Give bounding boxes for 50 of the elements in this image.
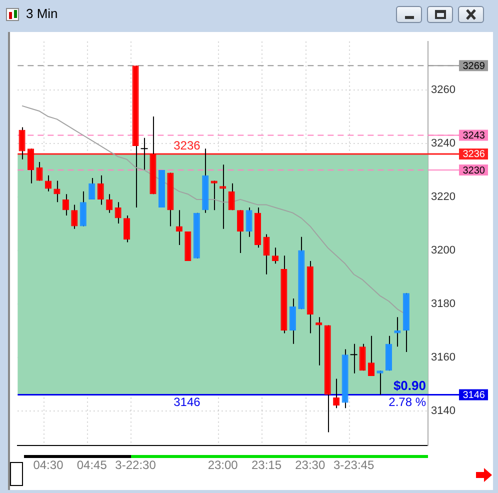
- x-tick-label: 04:45: [76, 458, 108, 472]
- candlestick: [140, 137, 148, 171]
- y-tick-label: 3240: [431, 137, 456, 150]
- annotation: $0.90: [393, 378, 426, 393]
- candlestick: [350, 343, 358, 374]
- x-tick-label: 23:15: [251, 458, 282, 472]
- y-tick-label: 3140: [431, 404, 456, 417]
- ref-line-label: 3146: [462, 390, 486, 402]
- candlestick: [176, 210, 182, 246]
- x-tick-label: 3-23:45: [333, 458, 374, 472]
- candlestick: [62, 194, 69, 216]
- candlestick: [228, 182, 235, 211]
- ref-line-label: 3236: [462, 149, 486, 160]
- candlestick: [80, 190, 86, 227]
- candlestick: [18, 126, 26, 160]
- y-tick-label: 3180: [431, 298, 456, 310]
- x-tick-label: 23:30: [295, 458, 326, 472]
- ref-line-label: 3230: [462, 165, 486, 176]
- candlestick: [376, 370, 384, 396]
- chart-title: 3 Min: [26, 6, 58, 21]
- y-tick-label: 3200: [431, 244, 456, 256]
- candlestick: [27, 148, 34, 184]
- candlestick: [333, 378, 340, 409]
- x-tick-label: 23:00: [208, 458, 238, 472]
- candlestick: [272, 247, 278, 264]
- candlestick: [289, 298, 296, 344]
- candlestick: [220, 164, 226, 230]
- y-tick-label: 3160: [431, 351, 456, 364]
- ref-line-label: 3269: [462, 60, 486, 72]
- candlestick: [263, 234, 270, 275]
- candlestick: [44, 174, 52, 192]
- candlestick: [71, 204, 78, 230]
- annotation: 3236: [174, 138, 201, 152]
- candlestick: [97, 174, 104, 206]
- x-tick-label: 3-22:30: [115, 458, 156, 472]
- annotation: 3146: [174, 395, 201, 410]
- annotation: 2.78 %: [388, 395, 426, 410]
- candlestick: [359, 343, 366, 372]
- candlestick: [368, 335, 375, 377]
- candlestick: [36, 162, 43, 182]
- candlestick: [237, 210, 244, 254]
- y-tick-label: 3220: [431, 190, 456, 203]
- candlestick: [246, 206, 252, 238]
- candlestick: [88, 178, 96, 200]
- y-tick-label: 3260: [431, 84, 456, 96]
- candlestick: [124, 215, 130, 243]
- x-tick-label: 04:30: [33, 458, 64, 472]
- candlestick: [210, 180, 218, 211]
- ref-line-label: 3243: [462, 130, 486, 142]
- candlestick: [114, 202, 122, 224]
